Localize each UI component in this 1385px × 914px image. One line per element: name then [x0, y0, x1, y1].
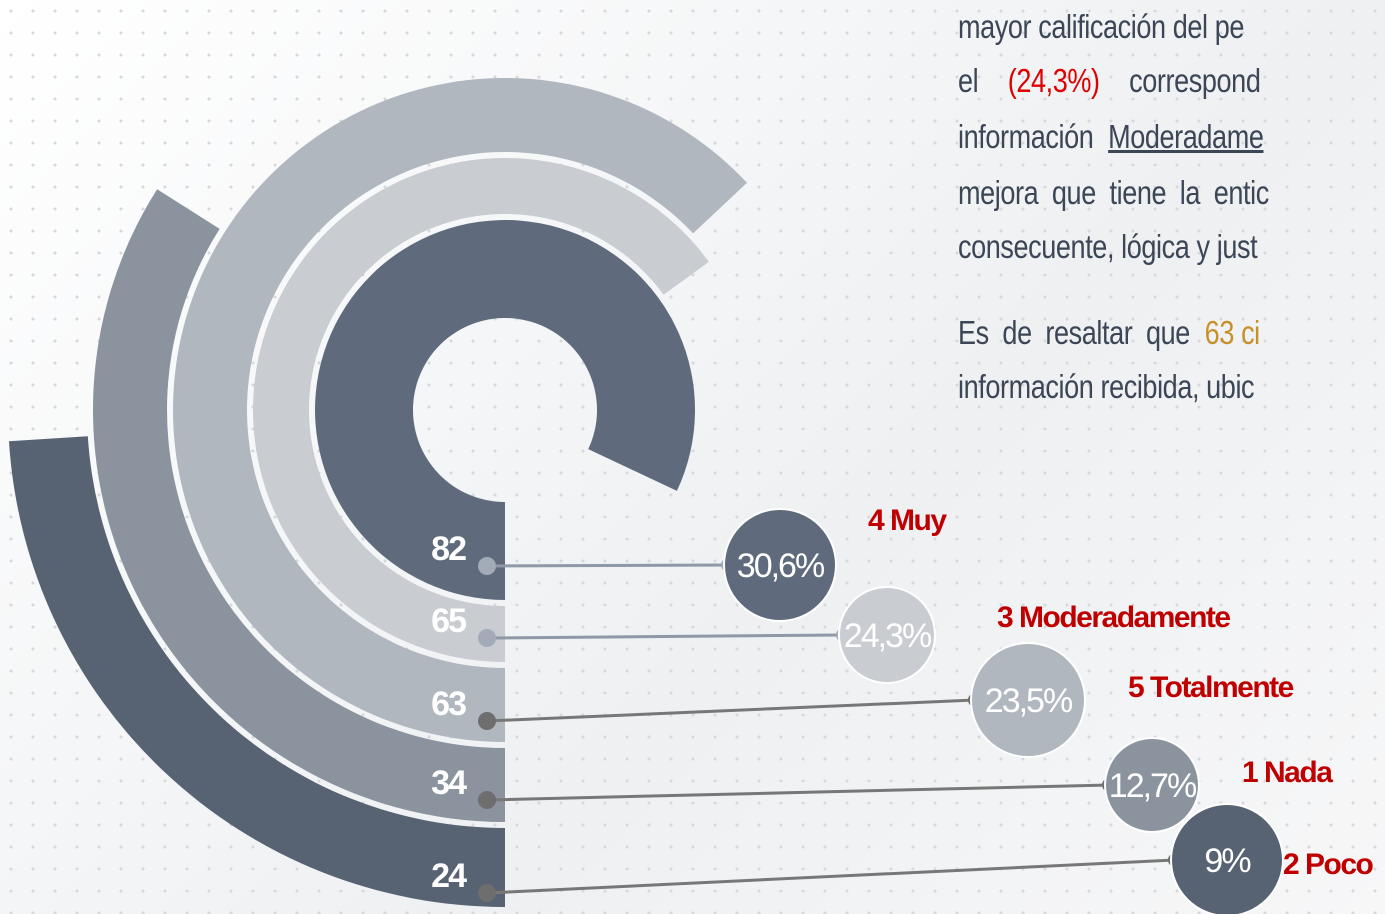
category-label: 4 Muy — [868, 504, 947, 537]
count-label: 63 — [431, 685, 466, 723]
percent-bubble — [1170, 803, 1284, 914]
category-label: 1 Nada — [1242, 756, 1333, 789]
text: (24,3%) — [1007, 62, 1100, 99]
text-line: mayor calificación del pe — [958, 8, 1259, 46]
text: mayor calificación del pe — [958, 8, 1245, 45]
text: información recibida, ubic — [958, 368, 1255, 405]
text-line: información Moderadame — [958, 118, 1278, 156]
percent-label: 9% — [1204, 842, 1251, 880]
percent-label: 12,7% — [1109, 767, 1197, 805]
category-label: 3 Moderadamente — [997, 601, 1230, 634]
leader-dot — [478, 712, 496, 730]
text-line: el (24,3%) correspond — [958, 62, 1275, 100]
percent-label: 23,5% — [985, 682, 1073, 720]
text: información — [958, 118, 1094, 155]
text: correspond — [1129, 62, 1261, 99]
leader-dot — [478, 791, 496, 809]
percent-label: 30,6% — [737, 547, 825, 585]
leader-dot — [478, 884, 496, 902]
text: Es de resaltar que — [958, 314, 1190, 351]
text: mejora que tiene la entic — [958, 174, 1269, 211]
category-label: 2 Poco — [1283, 848, 1374, 881]
ring-bar — [172, 77, 748, 742]
leader-line — [486, 698, 976, 723]
text: 63 ci — [1204, 314, 1261, 351]
percent-label: 24,3% — [844, 617, 932, 655]
percent-bubble — [1104, 737, 1200, 833]
leader-dot — [478, 557, 496, 575]
text: el — [958, 62, 979, 99]
count-label: 34 — [431, 764, 467, 802]
text: consecuente, lógica y just — [958, 228, 1258, 265]
text-line: consecuente, lógica y just — [958, 228, 1272, 266]
count-label: 24 — [431, 857, 467, 895]
ring-bar — [93, 189, 506, 822]
ring-bar — [8, 436, 506, 907]
percent-bubble — [838, 586, 936, 684]
leader-line — [486, 783, 1110, 802]
percent-bubble — [970, 642, 1086, 758]
text-line: mejora que tiene la entic — [958, 174, 1284, 212]
text-line: Es de resaltar que 63 ci — [958, 314, 1275, 352]
leader-line — [486, 563, 729, 568]
text-line: información recibida, ubic — [958, 368, 1269, 406]
ring-bar — [315, 220, 695, 601]
leader-line — [486, 633, 844, 640]
percent-bubble — [723, 508, 837, 622]
leader-line — [486, 858, 1176, 895]
count-label: 82 — [431, 530, 466, 568]
count-label: 65 — [431, 602, 466, 640]
leader-dot — [478, 629, 496, 647]
category-label: 5 Totalmente — [1128, 671, 1294, 704]
text: Moderadame — [1108, 118, 1264, 155]
